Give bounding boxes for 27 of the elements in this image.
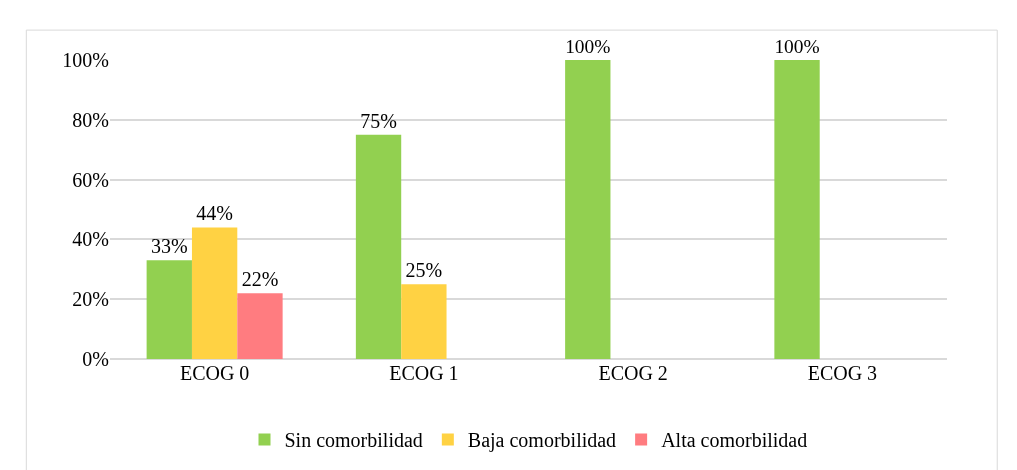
y-tick-label: 80%	[72, 108, 109, 131]
legend-label: Baja comorbilidad	[467, 429, 617, 453]
y-tick-label: 40%	[72, 228, 109, 251]
x-tick-label: ECOG 1	[389, 362, 459, 384]
bar	[237, 293, 283, 359]
data-label: 75%	[360, 109, 397, 132]
data-label: 22%	[241, 268, 279, 291]
bar	[191, 227, 238, 359]
legend-label: Alta comorbilidad	[661, 429, 808, 452]
x-tick-label: ECOG 3	[807, 362, 878, 384]
legend-label: Sin comorbilidad	[284, 429, 423, 452]
bar	[401, 284, 447, 359]
data-label: 100%	[774, 36, 820, 58]
y-tick-label: 0%	[82, 348, 109, 370]
y-tick-label: 100%	[62, 49, 109, 71]
data-label: 44%	[196, 202, 233, 225]
y-tick-label: 20%	[72, 288, 109, 311]
x-tick-label: ECOG 0	[179, 362, 250, 384]
bar	[355, 134, 402, 359]
bar	[146, 260, 192, 359]
x-tick-label: ECOG 2	[598, 362, 668, 384]
bar	[774, 60, 820, 359]
data-label: 33%	[150, 235, 188, 258]
data-label: 25%	[405, 259, 443, 282]
data-label: 100%	[565, 36, 611, 58]
bar	[565, 60, 611, 359]
y-tick-label: 60%	[72, 168, 109, 191]
